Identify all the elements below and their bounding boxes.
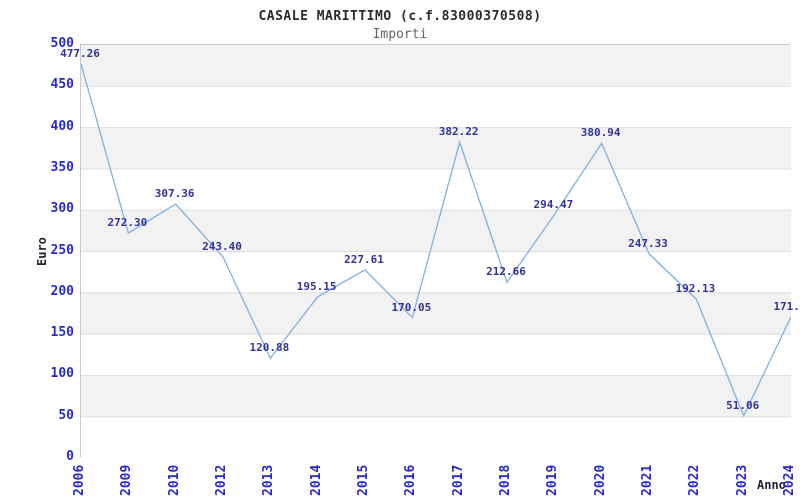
background-band bbox=[81, 375, 791, 418]
background-band bbox=[81, 86, 791, 129]
point-label: 171.0 bbox=[773, 299, 800, 313]
background-band bbox=[81, 334, 791, 376]
x-tick-label: 2013 bbox=[261, 464, 277, 496]
x-tick-label: 2022 bbox=[687, 464, 703, 496]
background-band bbox=[81, 292, 791, 335]
chart-subtitle: Importi bbox=[372, 27, 428, 42]
y-tick-label: 500 bbox=[50, 36, 74, 51]
x-tick-label: 2015 bbox=[356, 464, 371, 496]
x-tick-label: 2006 bbox=[72, 464, 87, 496]
plot-area bbox=[80, 44, 791, 458]
point-label: 477.26 bbox=[60, 46, 100, 60]
x-tick-label: 2023 bbox=[734, 464, 750, 496]
x-tick-label: 2018 bbox=[498, 464, 513, 496]
y-tick-label: 0 bbox=[66, 449, 74, 464]
background-band bbox=[81, 168, 791, 211]
y-tick-label: 50 bbox=[58, 407, 74, 423]
background-band bbox=[81, 45, 791, 87]
data-line bbox=[81, 63, 791, 418]
x-tick-label: 2012 bbox=[214, 464, 229, 496]
x-tick-label: 2017 bbox=[450, 464, 466, 496]
background-band bbox=[81, 127, 791, 170]
point-label: 195.15 bbox=[296, 279, 337, 293]
point-label: 120.88 bbox=[249, 341, 290, 355]
point-label: 382.22 bbox=[438, 125, 479, 139]
point-label: 192.13 bbox=[675, 282, 716, 296]
x-tick-label: 2019 bbox=[545, 464, 561, 496]
y-tick-label: 200 bbox=[50, 283, 74, 299]
point-label: 380.94 bbox=[580, 126, 621, 140]
point-label: 294.47 bbox=[533, 197, 574, 211]
background-band bbox=[81, 251, 791, 294]
x-tick-label: 2024 bbox=[782, 464, 797, 496]
x-axis-label: Anno bbox=[757, 478, 786, 492]
x-tick-label: 2020 bbox=[592, 464, 608, 496]
y-tick-label: 350 bbox=[50, 159, 74, 175]
x-tick-label: 2016 bbox=[403, 464, 419, 496]
y-tick-label: 100 bbox=[50, 366, 74, 382]
point-label: 212.66 bbox=[486, 265, 526, 279]
x-tick-label: 2010 bbox=[166, 464, 182, 496]
y-tick-label: 150 bbox=[50, 325, 74, 341]
point-label: 243.40 bbox=[202, 239, 242, 253]
point-label: 227.61 bbox=[344, 252, 384, 266]
y-tick-label: 250 bbox=[50, 242, 74, 258]
x-tick-label: 2014 bbox=[308, 464, 324, 496]
y-tick-label: 400 bbox=[50, 118, 74, 134]
point-label: 51.06 bbox=[726, 398, 760, 412]
x-tick-label: 2021 bbox=[640, 464, 655, 496]
x-tick-label: 2009 bbox=[119, 464, 135, 496]
point-label: 170.05 bbox=[391, 300, 432, 314]
y-tick-label: 300 bbox=[50, 201, 74, 217]
chart-title: CASALE MARITTIMO (c.f.83000370508) bbox=[258, 9, 542, 24]
line-series-svg bbox=[81, 45, 791, 458]
point-label: 272.30 bbox=[107, 216, 148, 230]
point-label: 247.33 bbox=[628, 236, 668, 250]
point-label: 307.36 bbox=[154, 187, 195, 201]
y-tick-label: 450 bbox=[50, 77, 74, 93]
background-band bbox=[81, 416, 791, 458]
